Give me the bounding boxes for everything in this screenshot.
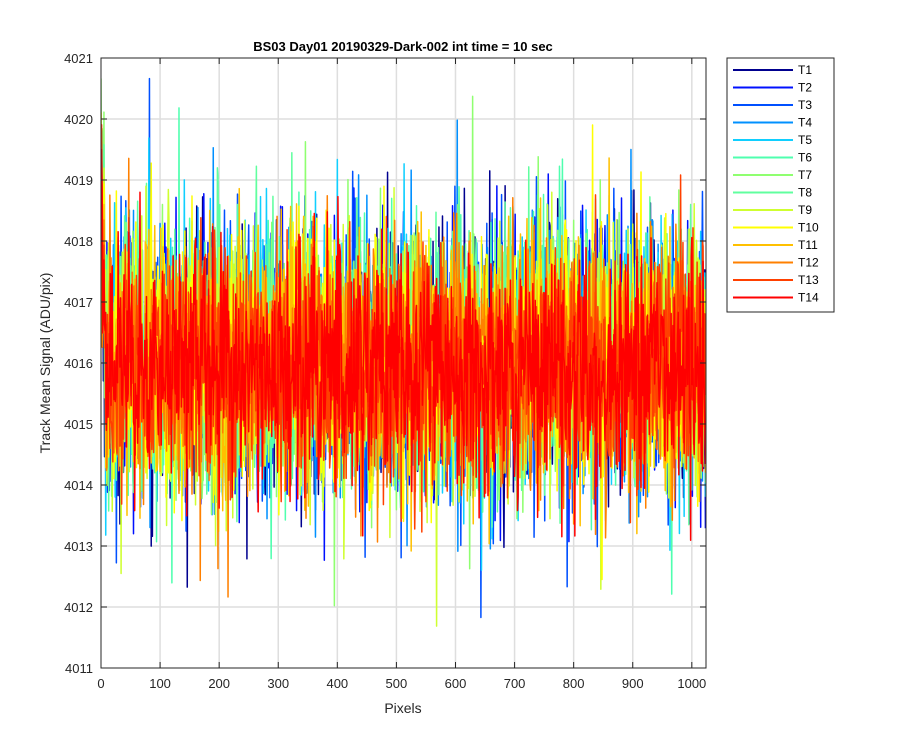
y-tick-label: 4016: [64, 356, 93, 371]
x-tick-label: 600: [445, 676, 467, 691]
legend-label-t9: T9: [798, 203, 812, 217]
y-tick-label: 4012: [64, 600, 93, 615]
x-tick-label: 400: [326, 676, 348, 691]
legend-label-t10: T10: [798, 221, 819, 235]
legend-label-t3: T3: [798, 98, 812, 112]
legend-label-t1: T1: [798, 63, 812, 77]
x-tick-label: 100: [149, 676, 171, 691]
x-tick-label: 200: [208, 676, 230, 691]
legend: T1 T2 T3 T4 T5 T6 T7 T8 T9 T10 T11 T12 T13 T14: [726, 57, 835, 313]
y-tick-label: 4014: [64, 478, 93, 493]
x-tick-label: 500: [386, 676, 408, 691]
legend-label-t8: T8: [798, 186, 812, 200]
x-axis-label: Pixels: [384, 700, 421, 716]
y-tick-label: 4011: [65, 661, 93, 676]
x-tick-label: 0: [97, 676, 104, 691]
legend-label-t12: T12: [798, 256, 819, 270]
y-tick-label: 4013: [64, 539, 93, 554]
series-line-t13: [101, 123, 706, 533]
series-lines: [101, 77, 706, 627]
chart-title: BS03 Day01 20190329-Dark-002 int time = …: [253, 39, 553, 54]
y-axis-label: Track Mean Signal (ADU/pix): [37, 273, 53, 454]
y-tick-label: 4015: [64, 417, 93, 432]
legend-box: [726, 57, 835, 313]
y-tick-label: 4020: [64, 112, 93, 127]
x-tick-label: 900: [622, 676, 644, 691]
x-tick-label: 700: [504, 676, 526, 691]
legend-label-t7: T7: [798, 168, 812, 182]
legend-label-t11: T11: [798, 238, 818, 252]
series-line-t14: [101, 149, 706, 542]
legend-label-t14: T14: [798, 291, 819, 305]
axis-ticks: 0 100 200 300 400 500 600 700 800 900 1000 4011 4012…: [64, 51, 706, 691]
legend-label-t5: T5: [798, 133, 812, 147]
plot-axes: 0 100 200 300 400 500 600 700 800 900 1000 4011 4012…: [64, 51, 707, 691]
x-tick-label: 1000: [677, 676, 706, 691]
y-tick-label: 4018: [64, 234, 93, 249]
x-tick-label: 300: [267, 676, 289, 691]
legend-label-t4: T4: [798, 116, 812, 130]
legend-label-t13: T13: [798, 273, 819, 287]
legend-label-t6: T6: [798, 151, 812, 165]
y-tick-label: 4021: [64, 51, 93, 66]
legend-label-t2: T2: [798, 81, 812, 95]
y-tick-label: 4019: [64, 173, 93, 188]
y-tick-label: 4017: [64, 295, 93, 310]
x-tick-label: 800: [563, 676, 585, 691]
